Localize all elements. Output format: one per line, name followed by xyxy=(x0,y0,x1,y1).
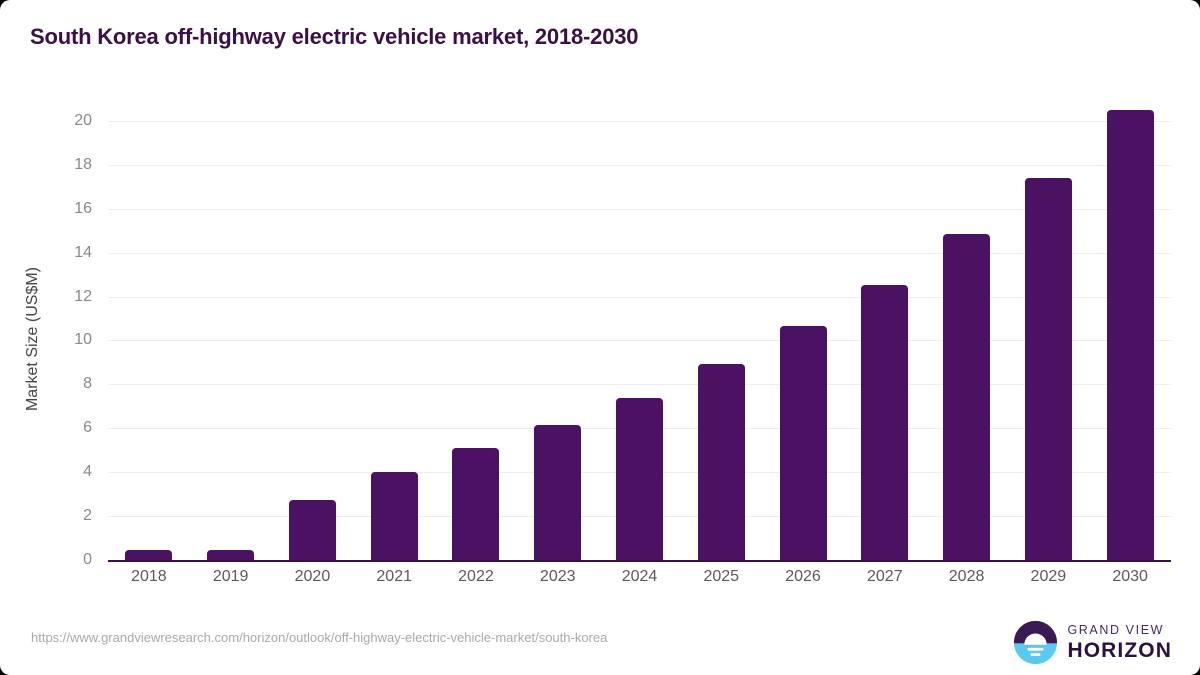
x-axis-tick-label: 2021 xyxy=(376,568,412,585)
y-axis-tick-label: 0 xyxy=(83,551,92,568)
gridline xyxy=(108,120,1171,122)
gridline xyxy=(108,340,1171,342)
y-axis-tick-label: 20 xyxy=(74,111,92,129)
bar[interactable] xyxy=(697,363,745,560)
brand-name-secondary: HORIZON xyxy=(1067,639,1172,663)
horizon-sunrise-circle-icon xyxy=(1014,620,1058,665)
x-axis-tick-label: 2026 xyxy=(785,568,821,585)
y-axis-tick-label: 10 xyxy=(74,331,92,349)
bar[interactable] xyxy=(943,234,991,560)
bar[interactable] xyxy=(125,550,173,560)
gridline xyxy=(108,296,1171,298)
bar[interactable] xyxy=(861,284,909,560)
y-axis-title: Market Size (US$M) xyxy=(24,266,41,412)
page-title: South Korea off-highway electric vehicle… xyxy=(30,24,639,49)
x-axis-tick-label: 2022 xyxy=(458,568,494,585)
brand-logo-text: GRAND VIEW HORIZON xyxy=(1067,624,1172,662)
y-axis-tick-label: 4 xyxy=(83,463,92,481)
x-axis-tick-label: 2019 xyxy=(212,568,249,585)
brand-name-primary: GRAND VIEW xyxy=(1067,622,1165,637)
y-axis-tick-label: 6 xyxy=(83,419,92,437)
y-axis-tick-label: 16 xyxy=(74,199,92,217)
x-axis-line xyxy=(108,560,1171,562)
bar[interactable] xyxy=(452,448,500,560)
bar[interactable] xyxy=(370,472,418,560)
x-axis-tick-label: 2028 xyxy=(948,568,985,585)
bar[interactable] xyxy=(288,499,336,560)
source-url[interactable]: https://www.grandviewresearch.com/horizo… xyxy=(31,630,608,645)
gridline xyxy=(108,252,1171,254)
x-axis-tick-label: 2018 xyxy=(131,568,167,585)
x-axis-tick-label: 2027 xyxy=(867,568,903,585)
y-axis-tick-label: 12 xyxy=(74,287,92,305)
x-axis-tick-label: 2020 xyxy=(294,568,331,585)
gridline xyxy=(108,164,1171,166)
brand-logo: GRAND VIEW HORIZON xyxy=(1013,620,1172,665)
bar[interactable] xyxy=(1106,110,1154,560)
bar[interactable] xyxy=(534,425,582,560)
y-axis-tick-label: 18 xyxy=(74,155,92,173)
bar[interactable] xyxy=(1024,178,1072,560)
bar[interactable] xyxy=(207,549,255,560)
gridline xyxy=(108,208,1171,210)
y-axis-tick-label: 14 xyxy=(74,243,92,261)
x-axis-tick-label: 2024 xyxy=(621,568,658,585)
x-axis-tick-label: 2025 xyxy=(703,568,740,585)
y-axis-tick-label: 8 xyxy=(83,375,92,393)
y-axis-tick-label: 2 xyxy=(83,507,92,525)
x-axis-tick-label: 2023 xyxy=(539,568,576,585)
bar[interactable] xyxy=(779,326,827,560)
gridline xyxy=(108,384,1171,386)
bar[interactable] xyxy=(616,397,663,560)
x-axis-tick-label: 2030 xyxy=(1112,568,1148,585)
x-axis-tick-label: 2029 xyxy=(1030,568,1067,585)
